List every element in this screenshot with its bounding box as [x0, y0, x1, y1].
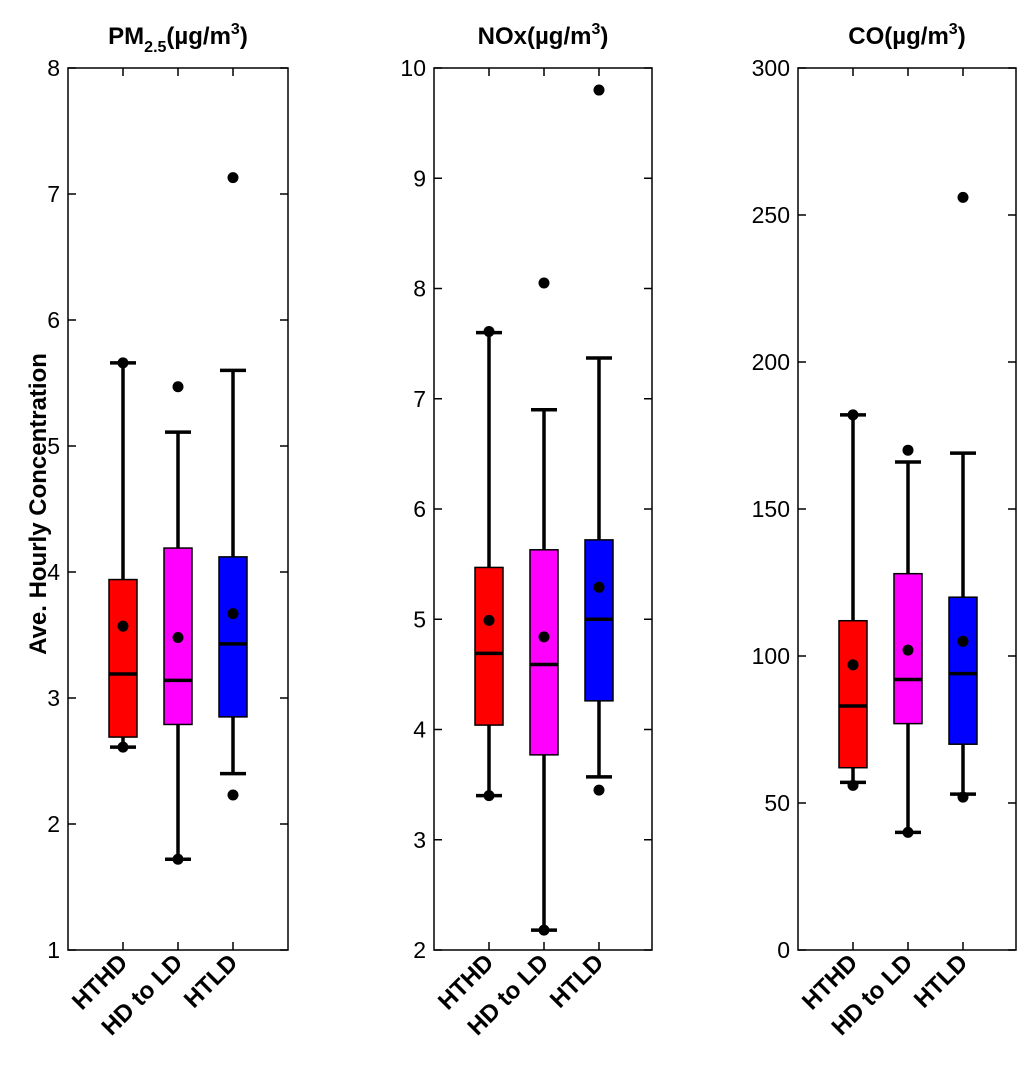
box-hd-to-ld — [163, 381, 193, 865]
outlier-point — [902, 826, 914, 838]
mean-point — [593, 581, 605, 593]
chart-title: PM2.5(µg/m3) — [108, 21, 248, 56]
outlier-point — [957, 791, 969, 803]
box-hd-to-ld — [529, 277, 559, 936]
x-category-label: HTLD — [909, 949, 973, 1013]
x-category-label: HTLD — [179, 949, 243, 1013]
box-iqr — [218, 556, 248, 718]
outlier-point — [538, 924, 550, 936]
x-category-label: HTLD — [545, 949, 609, 1013]
outlier-point — [593, 84, 605, 96]
mean-point — [483, 614, 495, 626]
outlier-point — [957, 191, 969, 203]
y-tick-label: 10 — [400, 55, 426, 81]
outlier-point — [117, 741, 129, 753]
y-tick-label: 1 — [47, 937, 60, 963]
y-axis-label: Ave. Hourly Concentration — [25, 353, 52, 655]
y-tick-label: 200 — [752, 349, 790, 375]
outlier-point — [847, 409, 859, 421]
y-tick-label: 9 — [413, 165, 426, 191]
y-tick-label: 7 — [413, 386, 426, 412]
outlier-point — [172, 381, 184, 393]
outlier-point — [227, 172, 239, 184]
box-iqr — [108, 578, 138, 738]
mean-point — [172, 632, 184, 644]
box-iqr — [529, 549, 559, 756]
y-tick-label: 300 — [752, 55, 790, 81]
mean-point — [227, 608, 239, 620]
y-tick-label: 3 — [47, 685, 60, 711]
box-htld — [584, 84, 614, 796]
y-tick-label: 8 — [47, 55, 60, 81]
outlier-point — [538, 277, 550, 289]
box-iqr — [948, 596, 978, 745]
y-tick-label: 4 — [47, 559, 60, 585]
box-hthd — [108, 357, 138, 753]
outlier-point — [117, 357, 129, 369]
outlier-point — [847, 779, 859, 791]
outlier-point — [483, 325, 495, 337]
y-tick-label: 2 — [47, 811, 60, 837]
chart-title: NOx(µg/m3) — [478, 21, 609, 50]
plot-frame — [67, 67, 289, 951]
y-tick-label: 6 — [413, 496, 426, 522]
y-tick-label: 6 — [47, 307, 60, 333]
outlier-point — [172, 853, 184, 865]
y-tick-label: 0 — [777, 937, 790, 963]
mean-point — [902, 644, 914, 656]
outlier-point — [902, 444, 914, 456]
mean-point — [117, 620, 129, 632]
box-iqr — [838, 619, 868, 769]
plot-frame — [797, 67, 1017, 951]
y-tick-label: 50 — [764, 790, 790, 816]
box-hd-to-ld — [893, 444, 923, 838]
mean-point — [538, 631, 550, 643]
outlier-point — [227, 789, 239, 801]
y-tick-label: 3 — [413, 827, 426, 853]
box-hthd — [838, 409, 868, 791]
y-tick-label: 8 — [413, 276, 426, 302]
y-tick-label: 7 — [47, 181, 60, 207]
box-iqr — [474, 566, 504, 726]
outlier-point — [593, 784, 605, 796]
y-tick-label: 2 — [413, 937, 426, 963]
mean-point — [957, 635, 969, 647]
y-tick-label: 4 — [413, 717, 426, 743]
y-tick-label: 250 — [752, 202, 790, 228]
box-htld — [218, 172, 248, 801]
mean-point — [847, 659, 859, 671]
y-tick-label: 150 — [752, 496, 790, 522]
y-tick-label: 5 — [47, 433, 60, 459]
outlier-point — [483, 790, 495, 802]
box-hthd — [474, 325, 504, 802]
y-tick-label: 100 — [752, 643, 790, 669]
box-htld — [948, 191, 978, 803]
chart-title: CO(µg/m3) — [848, 21, 965, 50]
y-tick-label: 5 — [413, 606, 426, 632]
plot-frame — [433, 67, 653, 951]
